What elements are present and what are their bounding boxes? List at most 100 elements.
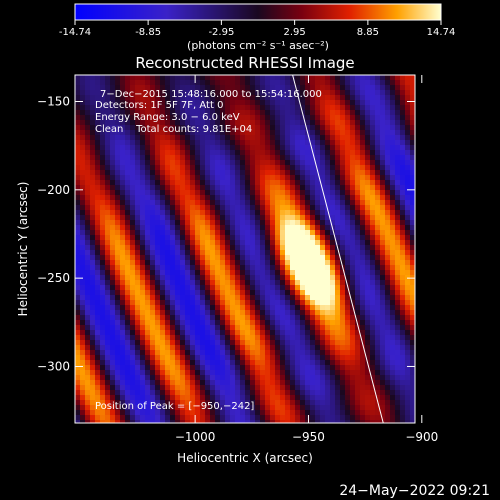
heatmap-cell <box>360 105 366 111</box>
heatmap-cell <box>140 235 146 241</box>
heatmap-cell <box>370 205 376 211</box>
heatmap-cell <box>400 185 406 191</box>
heatmap-cell <box>390 90 396 96</box>
heatmap-cell <box>230 90 236 96</box>
heatmap-cell <box>195 240 201 246</box>
heatmap-cell <box>200 85 206 91</box>
heatmap-cell <box>150 300 156 306</box>
heatmap-cell <box>275 310 281 316</box>
heatmap-cell <box>295 95 301 101</box>
heatmap-cell <box>225 415 231 421</box>
heatmap-cell <box>100 370 106 376</box>
heatmap-cell <box>220 125 226 131</box>
heatmap-cell <box>200 300 206 306</box>
heatmap-cell <box>245 410 251 416</box>
heatmap-cell <box>250 355 256 361</box>
heatmap-cell <box>310 370 316 376</box>
heatmap-cell <box>190 325 196 331</box>
heatmap-cell <box>330 280 336 286</box>
heatmap-cell <box>385 175 391 181</box>
heatmap-cell <box>140 340 146 346</box>
heatmap-cell <box>230 190 236 196</box>
heatmap-cell <box>90 95 96 101</box>
heatmap-cell <box>125 125 131 131</box>
heatmap-cell <box>200 280 206 286</box>
heatmap-cell <box>130 245 136 251</box>
heatmap-cell <box>370 195 376 201</box>
heatmap-cell <box>150 95 156 101</box>
heatmap-cell <box>400 325 406 331</box>
heatmap-cell <box>165 85 171 91</box>
heatmap-cell <box>230 170 236 176</box>
heatmap-cell <box>370 325 376 331</box>
heatmap-cell <box>260 320 266 326</box>
heatmap-cell <box>295 360 301 366</box>
y-tick-label: −150 <box>37 94 70 108</box>
heatmap-cell <box>345 235 351 241</box>
heatmap-cell <box>335 290 341 296</box>
heatmap-cell <box>110 335 116 341</box>
heatmap-cell <box>310 330 316 336</box>
heatmap-cell <box>395 380 401 386</box>
heatmap-cell <box>335 185 341 191</box>
heatmap-cell <box>110 210 116 216</box>
heatmap-cell <box>375 230 381 236</box>
heatmap-cell <box>165 110 171 116</box>
heatmap-cell <box>200 220 206 226</box>
heatmap-cell <box>220 215 226 221</box>
heatmap-cell <box>245 385 251 391</box>
heatmap-cell <box>185 315 191 321</box>
heatmap-cell <box>295 210 301 216</box>
heatmap-cell <box>350 95 356 101</box>
heatmap-cell <box>280 80 286 86</box>
heatmap-cell <box>205 295 211 301</box>
heatmap-cell <box>120 250 126 256</box>
heatmap-cell <box>410 120 415 126</box>
heatmap-cell <box>125 385 131 391</box>
heatmap-cell <box>220 150 226 156</box>
heatmap-cell <box>120 240 126 246</box>
heatmap-cell <box>75 415 81 421</box>
heatmap-cell <box>335 345 341 351</box>
heatmap-cell <box>305 145 311 151</box>
heatmap-cell <box>290 75 296 81</box>
heatmap-cell <box>380 235 386 241</box>
heatmap-cell <box>305 90 311 96</box>
heatmap-cell <box>185 185 191 191</box>
heatmap-cell <box>280 330 286 336</box>
heatmap-cell <box>155 105 161 111</box>
heatmap-cell <box>125 270 131 276</box>
heatmap-cell <box>105 220 111 226</box>
heatmap-cell <box>95 125 101 131</box>
heatmap-cell <box>120 270 126 276</box>
heatmap-cell <box>390 150 396 156</box>
heatmap-cell <box>240 275 246 281</box>
heatmap-cell <box>335 165 341 171</box>
heatmap-cell <box>240 310 246 316</box>
heatmap-cell <box>400 195 406 201</box>
heatmap-cell <box>340 75 346 81</box>
heatmap-cell <box>400 300 406 306</box>
heatmap-cell <box>340 380 346 386</box>
heatmap-cell <box>360 165 366 171</box>
heatmap-cell <box>75 305 81 311</box>
heatmap-cell <box>180 320 186 326</box>
heatmap-cell <box>340 125 346 131</box>
heatmap-cell <box>80 315 86 321</box>
heatmap-cell <box>395 75 401 81</box>
heatmap-cell <box>290 155 296 161</box>
heatmap-cell <box>340 165 346 171</box>
heatmap-cell <box>275 185 281 191</box>
heatmap-cell <box>335 375 341 381</box>
heatmap-cell <box>410 160 415 166</box>
heatmap-cell <box>370 375 376 381</box>
heatmap-cell <box>310 255 316 261</box>
heatmap-cell <box>195 190 201 196</box>
heatmap-cell <box>120 365 126 371</box>
heatmap-cell <box>270 225 276 231</box>
heatmap-cell <box>360 100 366 106</box>
heatmap-cell <box>85 160 91 166</box>
heatmap-cell <box>385 135 391 141</box>
heatmap-cell <box>410 105 415 111</box>
heatmap-cell <box>310 205 316 211</box>
